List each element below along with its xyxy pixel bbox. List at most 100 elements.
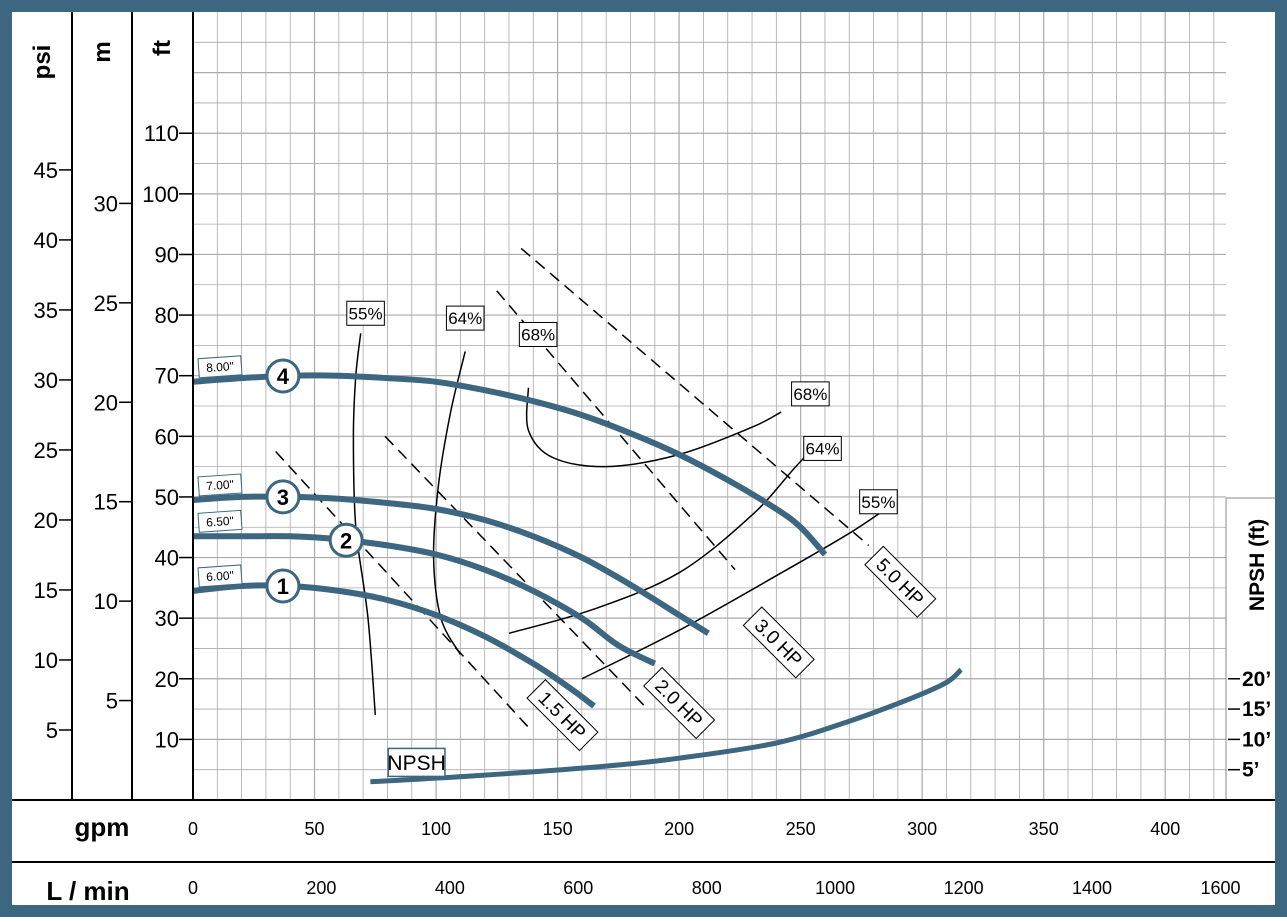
npsh-axis-title: NPSH (ft) [1246, 519, 1269, 611]
impeller-diameter-label: 6.00" [197, 564, 243, 588]
impeller-curves: 6.00" 1 6.50" 2 7.00" 3 8.00" 4 [192, 355, 828, 709]
hp-label-box [526, 679, 599, 752]
ft-tick-label: 90 [155, 242, 179, 267]
impeller-diameter-label-text: 8.00" [206, 359, 235, 375]
impeller-diameter-label-text: 7.00" [206, 477, 235, 493]
m-tick-label: 10 [94, 589, 118, 614]
psi-tick-label: 5 [46, 718, 58, 743]
lmin-tick-label: 800 [692, 878, 722, 898]
impeller-diameter-label: 8.00" [197, 355, 243, 379]
gpm-tick-label: 400 [1150, 819, 1180, 839]
npsh-tick-label: 5’ [1242, 759, 1260, 782]
efficiency-curve [581, 508, 887, 680]
lmin-tick-label: 600 [563, 878, 593, 898]
gpm-tick-label: 250 [786, 819, 816, 839]
hp-label-box [742, 606, 815, 679]
impeller-marker [265, 479, 301, 515]
impeller-curve-1 [192, 582, 596, 709]
efficiency-label: 64% [803, 435, 842, 461]
ft-tick-label: 10 [155, 727, 179, 752]
impeller-diameter-label-text: 6.00" [206, 568, 235, 584]
npsh-tick-label: 15’ [1242, 698, 1271, 721]
gpm-tick-label: 100 [421, 819, 451, 839]
ft-tick-label: 80 [155, 303, 179, 328]
npsh-tick-label: 10’ [1242, 728, 1271, 751]
impeller-diameter-label-box [197, 355, 243, 379]
m-axis-title: m [89, 41, 116, 62]
gpm-tick-label: 50 [305, 819, 325, 839]
lmin-tick-label: 400 [435, 878, 465, 898]
efficiency-label-text: 68% [521, 326, 555, 345]
efficiency-label-box [803, 435, 842, 461]
npsh-label-text: NPSH [387, 752, 445, 775]
gpm-tick-label: 150 [543, 819, 573, 839]
impeller-diameter-label: 6.50" [197, 509, 243, 533]
npsh-label-box [387, 747, 446, 778]
m-tick-label: 20 [94, 390, 118, 415]
lmin-tick-label: 1400 [1072, 878, 1112, 898]
efficiency-label-text: 55% [861, 493, 895, 512]
impeller-diameter-label: 7.00" [197, 473, 243, 497]
gpm-tick-label: 350 [1029, 819, 1059, 839]
psi-tick-label: 15 [34, 578, 58, 603]
efficiency-curve [525, 387, 782, 468]
lmin-axis-title: L / min [46, 876, 129, 906]
efficiency-label-text: 55% [349, 304, 383, 323]
psi-tick-label: 10 [34, 648, 58, 673]
efficiency-label: 68% [791, 381, 830, 407]
grid [193, 12, 1226, 800]
psi-tick-label: 30 [34, 368, 58, 393]
impeller-diameter-label-text: 6.50" [206, 514, 235, 530]
gpm-tick-label: 200 [664, 819, 694, 839]
psi-tick-label: 40 [34, 228, 58, 253]
lmin-tick-label: 1600 [1200, 878, 1240, 898]
efficiency-curve [508, 435, 826, 635]
psi-tick-label: 35 [34, 298, 58, 323]
npsh-label: NPSH [387, 747, 446, 778]
impeller-diameter-label-box [197, 509, 243, 533]
psi-tick-label: 25 [34, 438, 58, 463]
efficiency-label: 64% [445, 305, 485, 331]
impeller-marker [265, 568, 301, 604]
ft-tick-label: 70 [155, 364, 179, 389]
hp-label-box [643, 666, 716, 740]
efficiency-label: 68% [518, 321, 558, 347]
hp-label-box [864, 545, 937, 618]
efficiency-label-text: 64% [448, 309, 482, 328]
impeller-curve-4 [192, 372, 828, 557]
gpm-tick-label: 300 [907, 819, 937, 839]
impeller-number: 1 [277, 574, 289, 599]
impeller-curve-2 [193, 533, 657, 667]
ft-tick-label: 30 [155, 606, 179, 631]
ft-tick-label: 110 [144, 121, 179, 146]
impeller-number: 3 [277, 485, 289, 510]
impeller-curve-3 [192, 493, 710, 636]
lmin-tick-label: 0 [188, 878, 198, 898]
gpm-axis-title: gpm [75, 812, 130, 842]
npsh-tick-label: 20’ [1242, 668, 1271, 691]
lmin-tick-label: 1200 [944, 878, 984, 898]
efficiency-label-box [445, 305, 485, 331]
psi-tick-label: 45 [34, 158, 58, 183]
impeller-diameter-label-box [197, 564, 243, 588]
m-tick-label: 5 [106, 689, 118, 714]
ft-tick-label: 60 [155, 424, 179, 449]
npsh-line [370, 667, 963, 785]
impeller-diameter-label-box [197, 473, 243, 497]
axis-ticks: 1020304050607080901001105101520253051015… [34, 121, 1272, 898]
impeller-marker [328, 522, 364, 558]
ft-tick-label: 100 [142, 182, 179, 207]
efficiency-label: 55% [859, 489, 898, 515]
psi-axis-title: psi [29, 45, 56, 80]
efficiency-label-box [346, 300, 385, 326]
m-tick-label: 30 [94, 191, 118, 216]
efficiency-label: 55% [346, 300, 385, 326]
lmin-tick-label: 200 [306, 878, 336, 898]
efficiency-label-text: 68% [793, 385, 827, 404]
hp-line [520, 247, 870, 546]
efficiency-label-box [518, 321, 558, 347]
